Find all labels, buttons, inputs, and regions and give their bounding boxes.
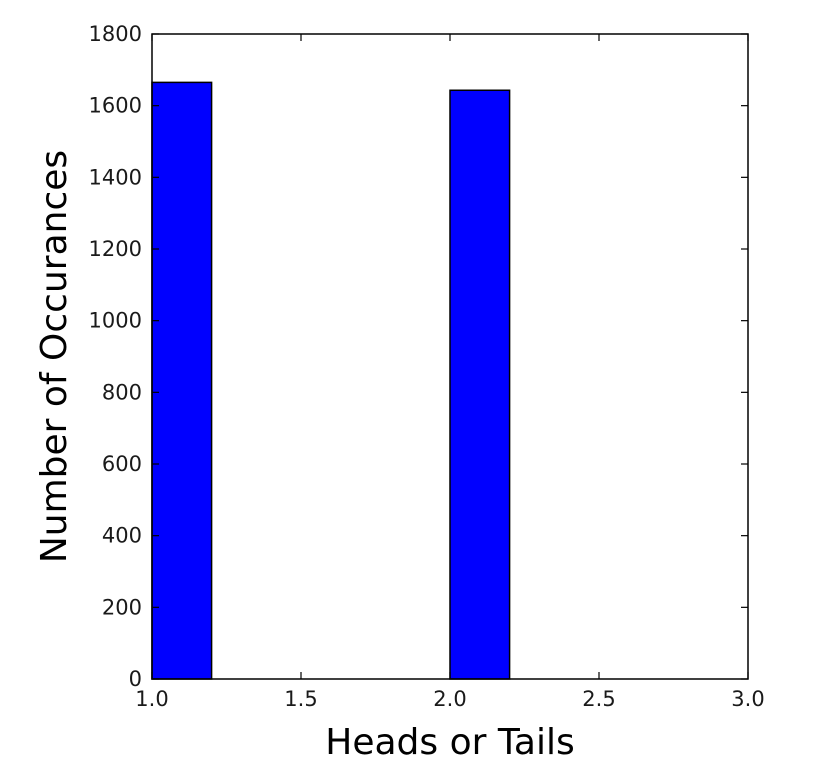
x-tick-label: 2.5 (582, 687, 615, 711)
y-tick-label: 1200 (89, 237, 142, 261)
y-tick-label: 800 (102, 380, 142, 404)
y-tick-label: 1600 (89, 94, 142, 118)
x-ticks-group: 1.0 1.5 2.0 2.5 3.0 (135, 34, 765, 711)
y-ticks-group: 0 200 400 600 800 1000 1200 1400 1600 1800 (89, 22, 748, 691)
y-tick-label: 400 (102, 524, 142, 548)
bars-group (151, 81, 511, 680)
y-tick-label: 1800 (89, 22, 142, 46)
y-tick-label: 600 (102, 452, 142, 476)
y-axis-label: Number of Occurances (34, 150, 75, 563)
histogram-bar-2 (449, 89, 511, 680)
x-tick-label: 2.0 (433, 687, 466, 711)
plot-frame (151, 33, 749, 680)
x-tick-label: 3.0 (731, 687, 764, 711)
histogram-bar-1 (151, 81, 213, 680)
y-tick-label: 1000 (89, 309, 142, 333)
y-tick-label: 0 (129, 667, 142, 691)
y-tick-label: 1400 (89, 165, 142, 189)
y-tick-label: 200 (102, 595, 142, 619)
x-tick-label: 1.0 (135, 687, 168, 711)
x-tick-label: 1.5 (284, 687, 317, 711)
x-axis-label: Heads or Tails (325, 722, 574, 763)
